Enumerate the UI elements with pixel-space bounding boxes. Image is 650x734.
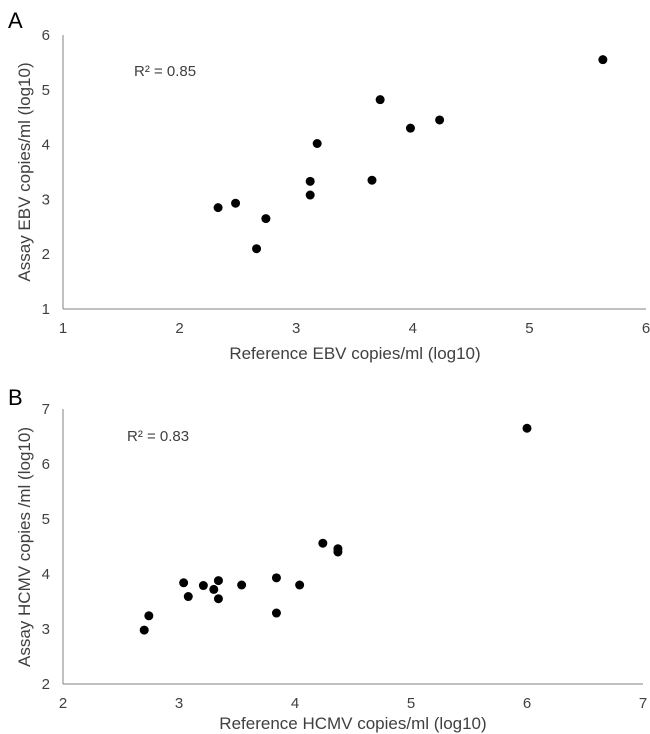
panel-b-data-point <box>144 611 154 621</box>
panel-a-y-tick-label: 3 <box>42 191 50 208</box>
panel-b-data-point <box>237 580 247 590</box>
panel-b-y-axis-title: Assay HCMV copies /ml (log10) <box>15 427 34 667</box>
panel-a-y-tick-label: 2 <box>42 246 50 263</box>
panel-b: B R² = 0.83 2 3 4 5 6 7 2 3 4 5 6 7 Reference HCMV… <box>8 385 647 733</box>
panel-b-data-point <box>183 592 193 602</box>
panel-b-data-point <box>213 576 223 586</box>
panel-b-data-point <box>179 578 189 588</box>
panel-a-data-point <box>261 214 271 224</box>
panel-a-data-point <box>435 115 445 125</box>
panel-b-x-tick-label: 4 <box>291 695 299 712</box>
panel-a-y-tick-label: 4 <box>42 137 50 154</box>
panel-a-data-point <box>231 198 241 208</box>
panel-b-data-point <box>139 625 149 635</box>
panel-a-x-tick-label: 4 <box>409 320 417 337</box>
panel-b-data-point <box>271 573 281 583</box>
panel-b-x-tick-label: 7 <box>639 695 647 712</box>
panel-b-y-tick-label: 3 <box>42 621 50 638</box>
panel-b-x-tick-label: 2 <box>59 695 67 712</box>
panel-a-data-point <box>305 190 315 200</box>
panel-b-y-tick-label: 2 <box>42 676 50 693</box>
panel-b-y-tick-label: 6 <box>42 456 50 473</box>
panel-b-data-point <box>333 547 343 557</box>
panel-a-x-tick-label: 2 <box>175 320 183 337</box>
panel-b-y-ticks: 2 3 4 5 6 7 <box>42 401 50 693</box>
panel-b-x-tick-label: 5 <box>407 695 415 712</box>
panel-a-data-point <box>598 55 608 65</box>
panel-b-points <box>139 423 532 635</box>
panel-b-x-axis-title: Reference HCMV copies/ml (log10) <box>219 714 486 733</box>
panel-b-data-point <box>213 594 223 604</box>
panel-a-y-tick-label: 1 <box>42 301 50 318</box>
panel-a-x-axis-title: Reference EBV copies/ml (log10) <box>229 344 480 363</box>
panel-a-data-point <box>367 175 377 185</box>
panel-b-data-point <box>198 581 208 591</box>
panel-a-x-tick-label: 3 <box>292 320 300 337</box>
panel-b-x-tick-label: 3 <box>175 695 183 712</box>
panel-a: A R² = 0.85 1 2 3 4 5 6 1 2 3 4 5 6 Reference EBV … <box>8 8 650 363</box>
panel-b-data-point <box>209 584 219 594</box>
panel-a-x-tick-label: 6 <box>642 320 650 337</box>
panel-b-label: B <box>8 385 23 410</box>
panel-b-x-tick-label: 6 <box>523 695 531 712</box>
panel-a-data-point <box>305 176 315 186</box>
panel-a-points <box>213 55 608 254</box>
panel-a-y-ticks: 1 2 3 4 5 6 <box>42 27 50 318</box>
panel-b-data-point <box>271 608 281 618</box>
panel-a-x-ticks: 1 2 3 4 5 6 <box>59 320 650 337</box>
panel-b-data-point <box>318 538 328 548</box>
panel-a-data-point <box>252 244 262 254</box>
panel-a-data-point <box>375 95 385 105</box>
panel-b-y-tick-label: 4 <box>42 566 50 583</box>
panel-b-data-point <box>295 580 305 590</box>
panel-a-y-tick-label: 5 <box>42 82 50 99</box>
panel-a-y-tick-label: 6 <box>42 27 50 44</box>
panel-a-data-point <box>405 123 415 133</box>
panel-b-x-ticks: 2 3 4 5 6 7 <box>59 695 647 712</box>
panel-b-r2-annotation: R² = 0.83 <box>127 428 189 445</box>
panel-a-data-point <box>213 203 223 213</box>
panel-b-data-point <box>522 423 532 433</box>
panel-a-label: A <box>8 8 23 33</box>
panel-a-x-tick-label: 1 <box>59 320 67 337</box>
panel-a-x-tick-label: 5 <box>525 320 533 337</box>
panel-b-y-tick-label: 7 <box>42 401 50 418</box>
panel-a-y-axis-title: Assay EBV copies/ml (log10) <box>15 62 34 281</box>
panel-a-r2-annotation: R² = 0.85 <box>134 63 196 80</box>
panel-a-data-point <box>312 139 322 149</box>
panel-b-y-tick-label: 5 <box>42 511 50 528</box>
